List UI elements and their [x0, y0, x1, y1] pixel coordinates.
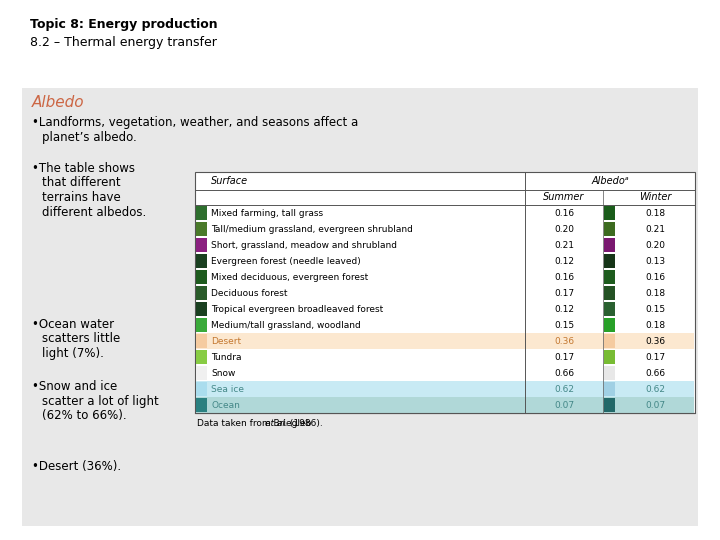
- Text: et al.: et al.: [265, 419, 288, 428]
- Bar: [196, 333, 694, 349]
- Text: 0.15: 0.15: [554, 321, 574, 329]
- Text: Sea ice: Sea ice: [211, 384, 244, 394]
- Text: 0.16: 0.16: [645, 273, 665, 281]
- Text: Albedo: Albedo: [32, 95, 85, 110]
- Bar: [604, 366, 615, 380]
- Text: Data taken from Briegleb: Data taken from Briegleb: [197, 419, 314, 428]
- Text: scatters little: scatters little: [42, 333, 120, 346]
- Bar: [196, 398, 207, 412]
- Text: •Ocean water: •Ocean water: [32, 318, 114, 331]
- Text: 0.12: 0.12: [554, 256, 574, 266]
- Text: 0.18: 0.18: [645, 208, 665, 218]
- Bar: [604, 350, 615, 364]
- Text: Summer: Summer: [544, 192, 585, 202]
- Text: that different: that different: [42, 177, 121, 190]
- Bar: [604, 334, 615, 348]
- Bar: [196, 381, 694, 397]
- Text: 0.20: 0.20: [645, 240, 665, 249]
- Bar: [196, 318, 207, 332]
- Text: Ocean: Ocean: [211, 401, 240, 409]
- Text: Surface: Surface: [211, 176, 248, 186]
- Text: 0.17: 0.17: [554, 288, 574, 298]
- Text: Short, grassland, meadow and shrubland: Short, grassland, meadow and shrubland: [211, 240, 397, 249]
- Text: •Desert (36%).: •Desert (36%).: [32, 460, 121, 473]
- Text: 0.16: 0.16: [554, 208, 574, 218]
- Text: 0.15: 0.15: [645, 305, 665, 314]
- Text: 0.36: 0.36: [645, 336, 665, 346]
- Text: Albedoᵃ: Albedoᵃ: [591, 176, 629, 186]
- Bar: [604, 254, 615, 268]
- Text: different albedos.: different albedos.: [42, 206, 146, 219]
- Bar: [604, 286, 615, 300]
- Bar: [604, 382, 615, 396]
- Text: planet’s albedo.: planet’s albedo.: [42, 131, 137, 144]
- Text: Medium/tall grassland, woodland: Medium/tall grassland, woodland: [211, 321, 361, 329]
- Bar: [604, 302, 615, 316]
- Text: 0.17: 0.17: [645, 353, 665, 361]
- Text: 0.21: 0.21: [645, 225, 665, 233]
- Text: Snow: Snow: [211, 368, 235, 377]
- Bar: [196, 397, 694, 413]
- Text: 0.07: 0.07: [645, 401, 665, 409]
- Bar: [196, 238, 207, 252]
- Bar: [196, 302, 207, 316]
- Text: Tall/medium grassland, evergreen shrubland: Tall/medium grassland, evergreen shrubla…: [211, 225, 413, 233]
- Text: 0.62: 0.62: [645, 384, 665, 394]
- Text: Mixed deciduous, evergreen forest: Mixed deciduous, evergreen forest: [211, 273, 368, 281]
- Bar: [196, 350, 207, 364]
- Text: Tundra: Tundra: [211, 353, 241, 361]
- Text: Winter: Winter: [639, 192, 671, 202]
- Bar: [195, 172, 695, 413]
- Text: 0.12: 0.12: [554, 305, 574, 314]
- Text: 0.17: 0.17: [554, 353, 574, 361]
- Text: 0.36: 0.36: [554, 336, 574, 346]
- Text: •Landforms, vegetation, weather, and seasons affect a: •Landforms, vegetation, weather, and sea…: [32, 116, 359, 129]
- Text: scatter a lot of light: scatter a lot of light: [42, 395, 158, 408]
- Bar: [604, 398, 615, 412]
- Text: Evergreen forest (needle leaved): Evergreen forest (needle leaved): [211, 256, 361, 266]
- Text: Tropical evergreen broadleaved forest: Tropical evergreen broadleaved forest: [211, 305, 383, 314]
- Text: (1986).: (1986).: [287, 419, 323, 428]
- Text: Desert: Desert: [211, 336, 241, 346]
- Text: (62% to 66%).: (62% to 66%).: [42, 409, 127, 422]
- Text: 0.21: 0.21: [554, 240, 574, 249]
- Bar: [604, 270, 615, 284]
- Bar: [604, 206, 615, 220]
- Text: 0.18: 0.18: [645, 288, 665, 298]
- Text: 0.62: 0.62: [554, 384, 574, 394]
- Text: light (7%).: light (7%).: [42, 347, 104, 360]
- Text: terrains have: terrains have: [42, 191, 121, 204]
- Text: 8.2 – Thermal energy transfer: 8.2 – Thermal energy transfer: [30, 36, 217, 49]
- Bar: [196, 222, 207, 236]
- Text: 0.66: 0.66: [645, 368, 665, 377]
- Text: 0.66: 0.66: [554, 368, 574, 377]
- Bar: [196, 286, 207, 300]
- Bar: [604, 238, 615, 252]
- Text: •Snow and ice: •Snow and ice: [32, 380, 117, 393]
- Bar: [196, 206, 207, 220]
- Bar: [196, 334, 207, 348]
- Text: Mixed farming, tall grass: Mixed farming, tall grass: [211, 208, 323, 218]
- Bar: [604, 318, 615, 332]
- Bar: [196, 254, 207, 268]
- Text: 0.13: 0.13: [645, 256, 665, 266]
- Text: 0.18: 0.18: [645, 321, 665, 329]
- Text: 0.16: 0.16: [554, 273, 574, 281]
- Text: •The table shows: •The table shows: [32, 162, 135, 175]
- Bar: [196, 270, 207, 284]
- Text: Topic 8: Energy production: Topic 8: Energy production: [30, 18, 217, 31]
- Text: Deciduous forest: Deciduous forest: [211, 288, 287, 298]
- Bar: [22, 88, 698, 526]
- Text: 0.07: 0.07: [554, 401, 574, 409]
- Bar: [196, 366, 207, 380]
- Bar: [196, 382, 207, 396]
- Bar: [604, 222, 615, 236]
- Text: 0.20: 0.20: [554, 225, 574, 233]
